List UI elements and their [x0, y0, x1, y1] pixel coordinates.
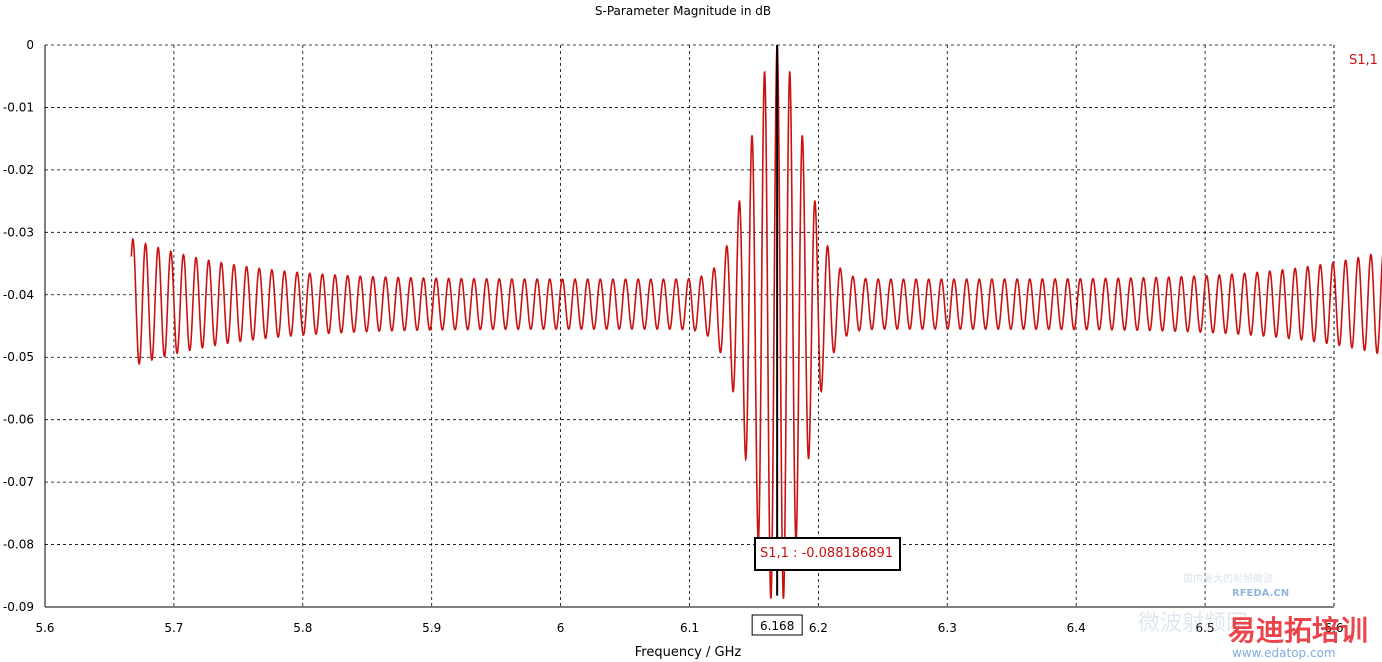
x-tick-label: 6.1	[680, 621, 699, 635]
marker-x-readout: 6.168	[751, 614, 803, 636]
x-tick-label: 6.2	[809, 621, 828, 635]
y-tick-label: -0.08	[3, 538, 34, 552]
watermark: RFEDA.CN 国内最大的射频微波 微波射频网 易迪拓培训 www.edato…	[1138, 572, 1368, 660]
x-axis-label: Frequency / GHz	[635, 645, 742, 660]
y-tick-label: -0.02	[3, 163, 34, 177]
y-tick-label: 0	[26, 38, 34, 52]
y-tick-label: -0.04	[3, 288, 34, 302]
x-tick-label: 6.3	[938, 621, 957, 635]
y-tick-label: -0.01	[3, 100, 34, 114]
x-tick-label: 6	[557, 621, 565, 635]
svg-text:www.edatop.com: www.edatop.com	[1232, 646, 1336, 660]
svg-text:微波射频网: 微波射频网	[1138, 611, 1248, 636]
y-tick-label: -0.06	[3, 413, 34, 427]
legend-entry-s11: S1,1	[1349, 53, 1378, 68]
svg-text:易迪拓培训: 易迪拓培训	[1228, 614, 1368, 647]
x-tick-label: 6.5	[1196, 621, 1215, 635]
y-tick-label: -0.05	[3, 350, 34, 364]
y-tick-label: -0.09	[3, 600, 34, 614]
y-tick-label: -0.03	[3, 225, 34, 239]
svg-text:RFEDA.CN: RFEDA.CN	[1232, 588, 1289, 599]
y-axis-ticks: 0 -0.01 -0.02 -0.03 -0.04 -0.05 -0.06 -0.07 -0.0…	[3, 38, 34, 614]
svg-text:S1,1 : -0.088186891: S1,1 : -0.088186891	[760, 546, 893, 561]
marker-value-label: S1,1 : -0.088186891	[754, 537, 901, 571]
x-tick-label: 5.6	[35, 621, 54, 635]
x-axis-ticks: 5.6 5.7 5.8 5.9 6 6.1 6.2 6.3 6.4 6.5 6.6	[35, 621, 1343, 635]
chart-title: S-Parameter Magnitude in dB	[595, 4, 771, 18]
x-tick-label: 6.6	[1324, 621, 1343, 635]
x-tick-label: 5.9	[422, 621, 441, 635]
svg-text:国内最大的射频微波: 国内最大的射频微波	[1183, 572, 1273, 585]
x-tick-label: 5.7	[164, 621, 183, 635]
y-tick-label: -0.07	[3, 475, 34, 489]
x-tick-label: 6.4	[1067, 621, 1086, 635]
x-tick-label: 5.8	[293, 621, 312, 635]
svg-text:6.168: 6.168	[760, 619, 794, 633]
